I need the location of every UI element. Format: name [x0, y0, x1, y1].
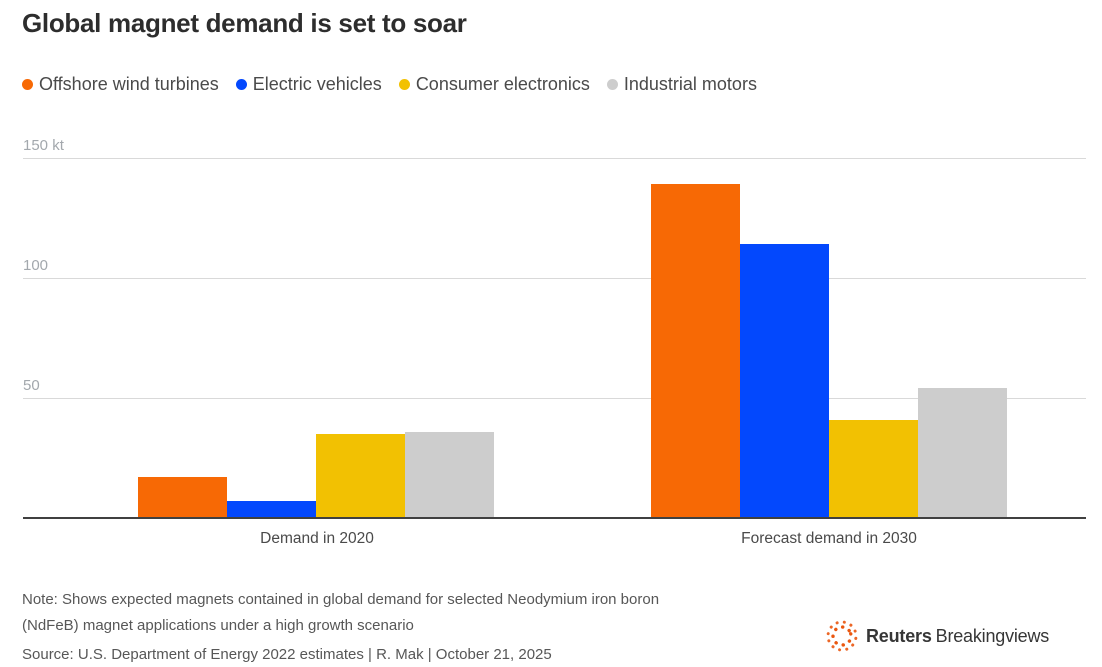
- page-title: Global magnet demand is set to soar: [22, 8, 467, 38]
- y-tick-label-150: 150 kt: [23, 137, 64, 154]
- bar-consumer-electronics-2020: [316, 434, 405, 518]
- chart-plot-area: Demand in 2020 Forecast demand in 2030 1…: [23, 137, 1086, 547]
- legend-dot-icon: [606, 79, 618, 90]
- legend-item-electric-vehicles: Electric vehicles: [235, 74, 382, 95]
- reuters-breakingviews-logo: Reuters Breakingviews: [824, 616, 1049, 656]
- category-label-2030: Forecast demand in 2030: [741, 530, 917, 547]
- reuters-dots-icon: [826, 620, 858, 652]
- legend-item-consumer-electronics: Consumer electronics: [398, 74, 590, 95]
- legend-label: Electric vehicles: [252, 74, 382, 94]
- bar-offshore-wind-turbines-2020: [138, 477, 227, 518]
- gridline-100: 100: [23, 257, 1086, 279]
- note-line-2: (NdFeB) magnet applications under a high…: [22, 617, 414, 634]
- legend-label: Consumer electronics: [415, 74, 590, 94]
- bar-electric-vehicles-2020: [227, 501, 316, 518]
- bar-industrial-motors-2030: [918, 388, 1007, 518]
- legend-dot-icon: [235, 79, 247, 90]
- source-text: Source: U.S. Department of Energy 2022 e…: [22, 646, 552, 663]
- gridline-50: 50: [23, 377, 1086, 399]
- y-tick-label-50: 50: [23, 377, 40, 394]
- legend-label: Offshore wind turbines: [39, 74, 219, 94]
- note-text: Note: Shows expected magnets contained i…: [22, 587, 659, 639]
- gridline-150: 150 kt: [23, 137, 1086, 159]
- category-label-2020: Demand in 2020: [260, 530, 374, 547]
- brand-reuters: Reuters: [866, 625, 932, 646]
- legend: Offshore wind turbines Electric vehicles…: [22, 74, 757, 95]
- brand-breakingviews: Breakingviews: [935, 625, 1050, 646]
- legend-dot-icon: [22, 79, 33, 90]
- bar-electric-vehicles-2030: [740, 244, 829, 518]
- legend-item-industrial-motors: Industrial motors: [606, 74, 757, 95]
- bar-offshore-wind-turbines-2030: [651, 184, 740, 518]
- bar-industrial-motors-2020: [405, 432, 494, 518]
- bar-consumer-electronics-2030: [829, 420, 918, 518]
- y-tick-label-100: 100: [23, 257, 49, 274]
- x-axis-line: [23, 517, 1086, 519]
- note-line-1: Note: Shows expected magnets contained i…: [22, 591, 660, 608]
- legend-label: Industrial motors: [623, 74, 757, 94]
- legend-item-offshore-wind-turbines: Offshore wind turbines: [22, 74, 219, 95]
- legend-dot-icon: [398, 79, 410, 90]
